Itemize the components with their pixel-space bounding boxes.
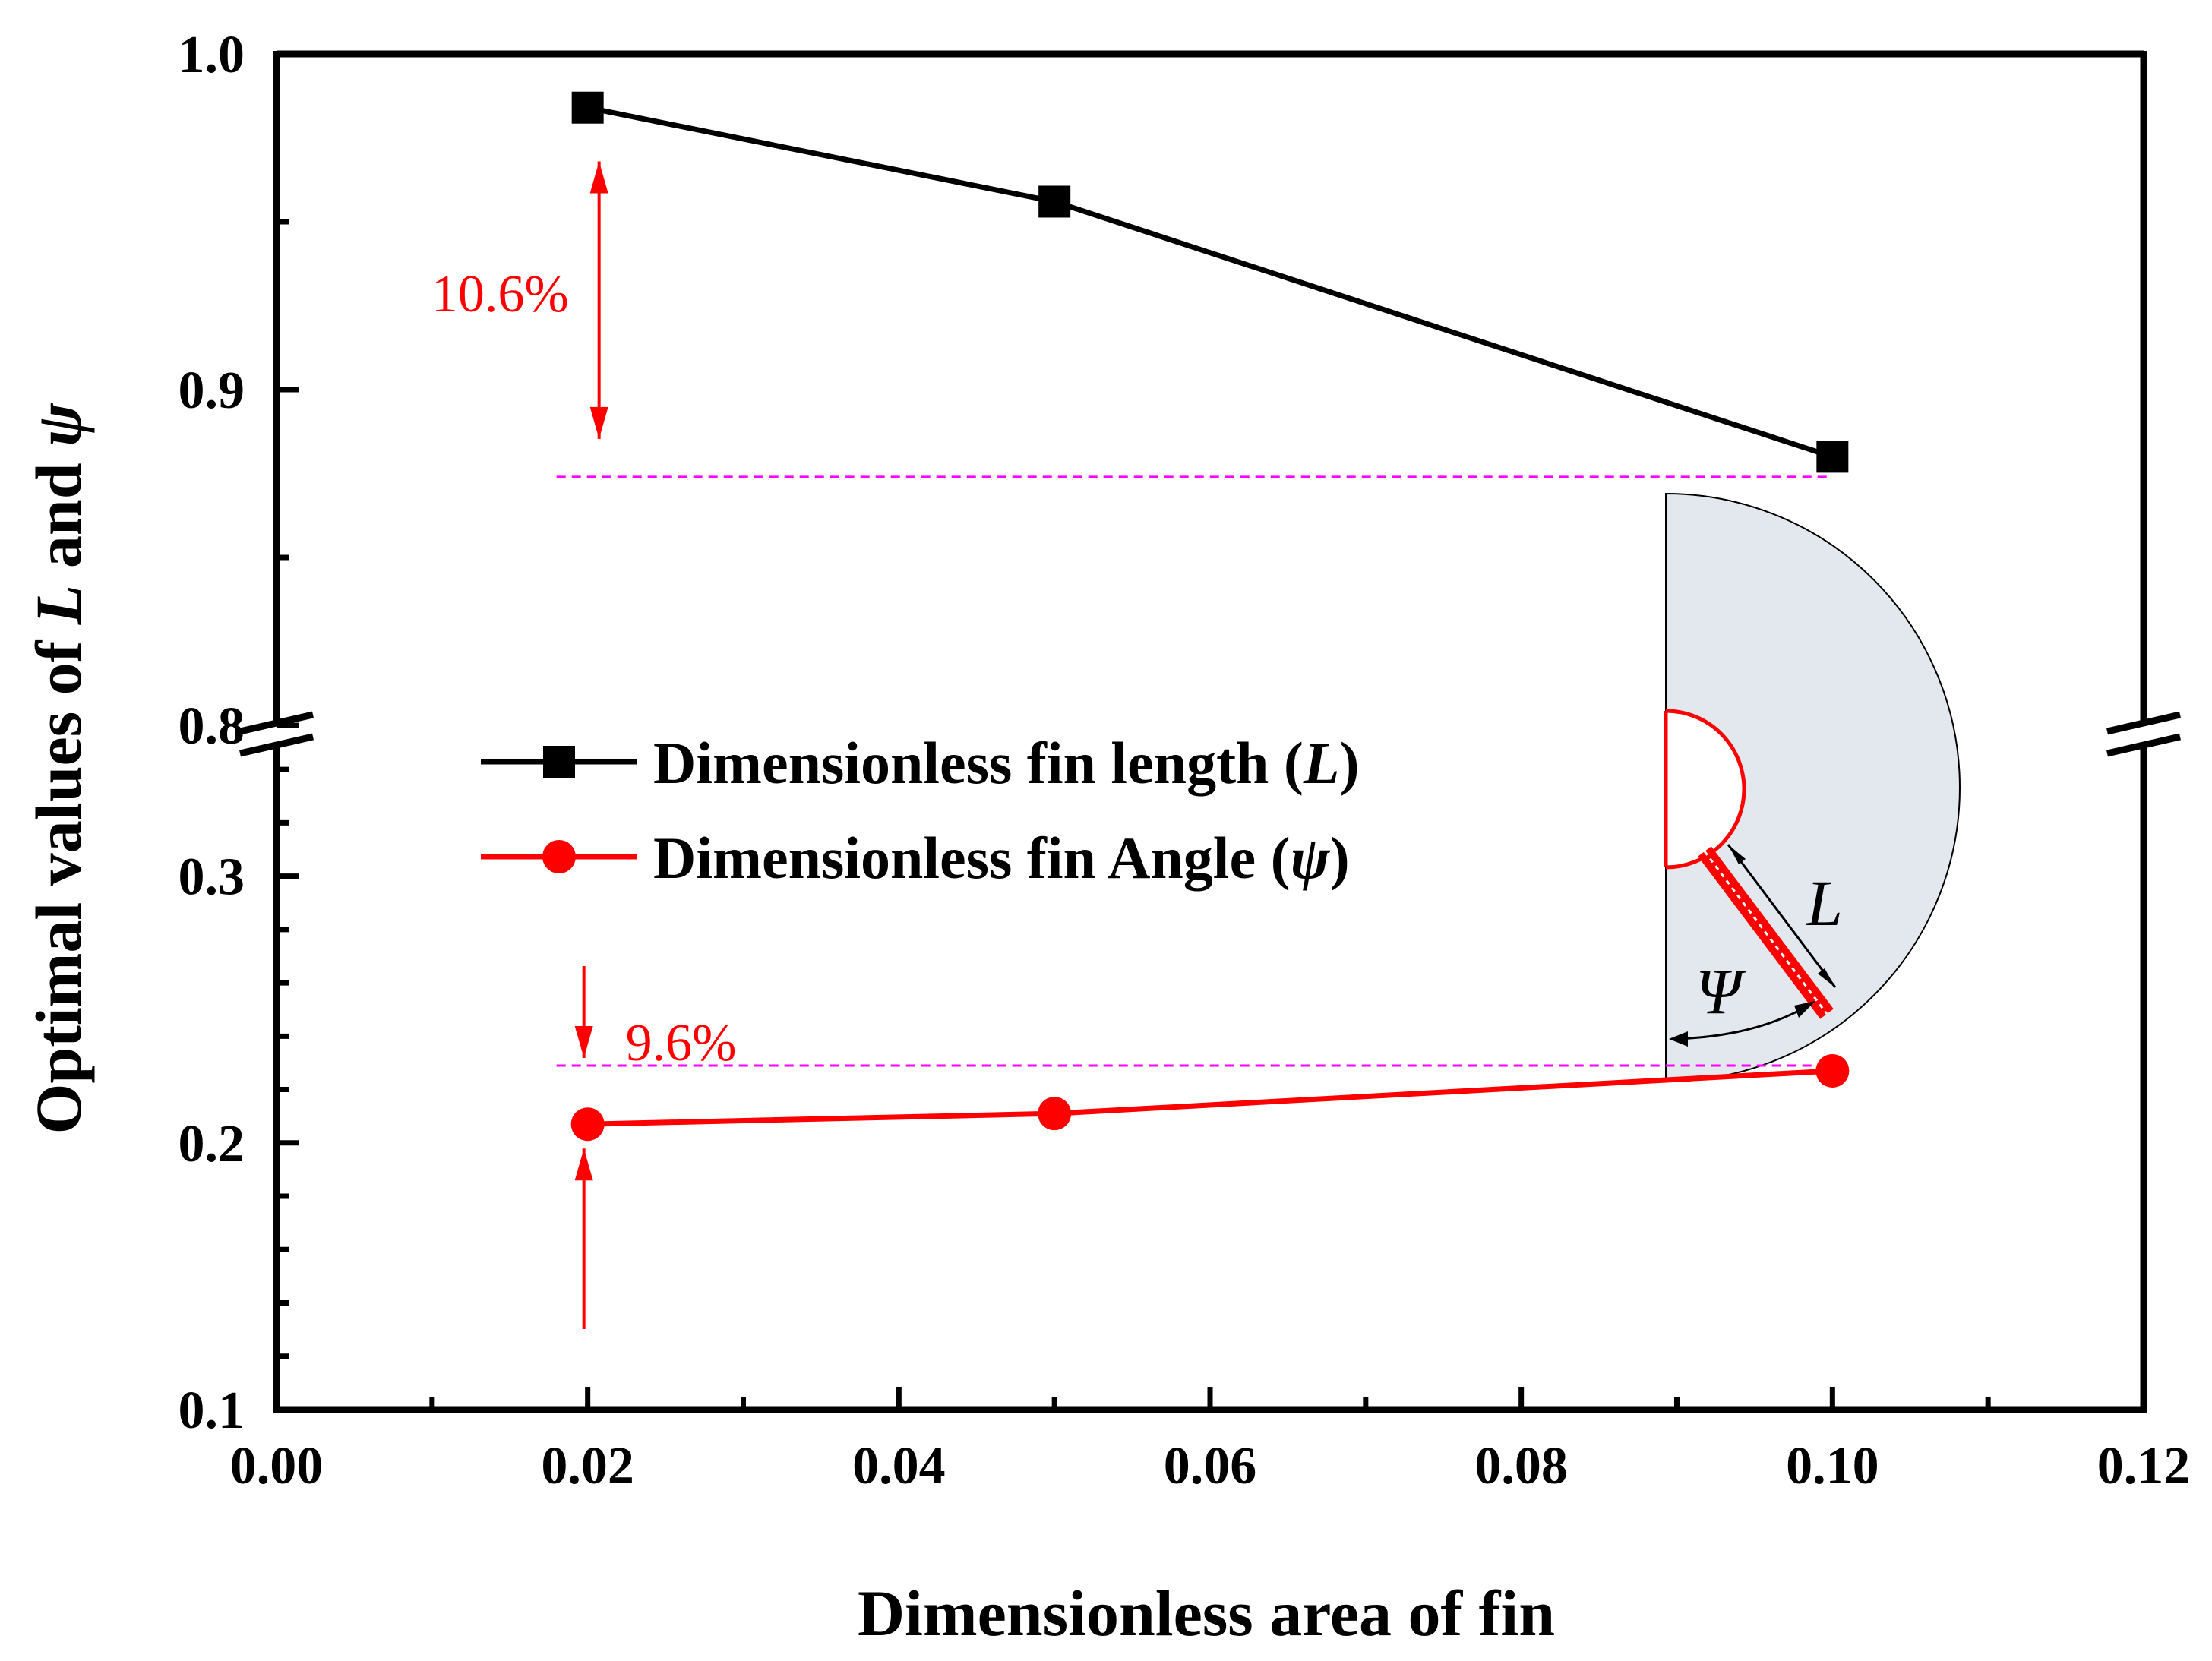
data-point-square: [1816, 441, 1849, 473]
y-axis-title-part-1: Optimal values of: [22, 624, 95, 1134]
x-tick-label: 0.04: [852, 1437, 946, 1495]
legend-label: Dimensionless fin length (L): [653, 730, 1360, 796]
axis-ticks: [273, 51, 2147, 1413]
y-axis-title-part-3: and: [22, 447, 95, 585]
legend-label: Dimensionless fin Angle (ψ): [653, 825, 1350, 891]
inset-length-label: L: [1805, 867, 1843, 939]
y-tick-label-upper: 0.8: [179, 697, 245, 756]
y-tick-label-lower: 0.2: [179, 1115, 245, 1173]
percentage-annotations: 10.6% 9.6%: [431, 161, 737, 1329]
legend-label-symbol: L: [1303, 730, 1340, 796]
legend-marker-square: [543, 746, 575, 778]
inset-length-arrowhead-top: [1728, 845, 1746, 864]
inset-length-dimension: [1727, 844, 1837, 988]
inset-fin-centerline: [1703, 851, 1828, 1015]
legend-label-prefix: Dimensionless fin length (: [653, 730, 1304, 796]
y-tick-labels: 1.0 0.9 0.8 0.3 0.2 0.1: [179, 26, 245, 1440]
inset-angle-arrowhead-left: [1669, 1031, 1688, 1047]
y-axis-title: Optimal values of L and ψ: [22, 403, 95, 1135]
annotation-label-lower: 9.6%: [626, 1014, 737, 1072]
legend-marker-circle: [542, 840, 576, 873]
x-tick-label: 0.06: [1164, 1437, 1257, 1495]
y-tick-label-lower: 0.1: [179, 1382, 245, 1440]
fin-geometry-inset: L Ψ: [1664, 492, 1961, 1083]
x-tick-label: 0.08: [1474, 1437, 1568, 1495]
data-point-circle: [570, 1107, 605, 1142]
legend-label-suffix: ): [1330, 825, 1350, 891]
y-axis-title-symbol-L: L: [22, 585, 95, 626]
x-tick-label: 0.00: [230, 1437, 324, 1495]
x-tick-label: 0.10: [1786, 1437, 1879, 1495]
y-tick-label-upper: 1.0: [179, 26, 245, 84]
inset-angle-arrowhead-right: [1794, 1001, 1815, 1018]
annotation-arrowhead: [574, 1148, 593, 1181]
inset-angle-label: Ψ: [1695, 955, 1746, 1028]
legend-label-symbol: ψ: [1291, 825, 1331, 891]
x-tick-label: 0.12: [2097, 1437, 2191, 1495]
data-series: [570, 91, 1850, 1142]
axis-break-right-2: [2106, 733, 2182, 757]
inset-length-arrowhead-bottom: [1818, 968, 1835, 987]
data-point-square: [571, 91, 604, 124]
y-tick-label-upper: 0.9: [179, 362, 245, 420]
y-tick-label-lower: 0.3: [179, 848, 245, 907]
inset-half-annulus: [1665, 492, 1961, 1083]
x-tick-labels: 0.00 0.02 0.04 0.06 0.08 0.10 0.12: [230, 1437, 2191, 1495]
y-axis-title-symbol-psi: ψ: [22, 403, 95, 447]
annotation-arrowhead: [589, 406, 608, 439]
legend: Dimensionless fin length (L)Dimensionles…: [481, 730, 1360, 891]
x-axis-title: Dimensionless area of fin: [858, 1577, 1555, 1650]
legend-label-prefix: Dimensionless fin Angle (: [653, 825, 1291, 891]
x-tick-label: 0.02: [541, 1437, 634, 1495]
data-point-square: [1038, 185, 1071, 218]
annotation-arrowhead: [589, 161, 608, 194]
legend-label-suffix: ): [1340, 730, 1360, 796]
axis-break-left-2: [239, 733, 314, 757]
data-point-circle: [1815, 1053, 1850, 1088]
annotation-arrowhead: [574, 1025, 593, 1058]
data-point-circle: [1038, 1097, 1072, 1131]
axis-break-right-1: [2106, 711, 2182, 735]
annotation-label-upper: 10.6%: [431, 265, 569, 324]
